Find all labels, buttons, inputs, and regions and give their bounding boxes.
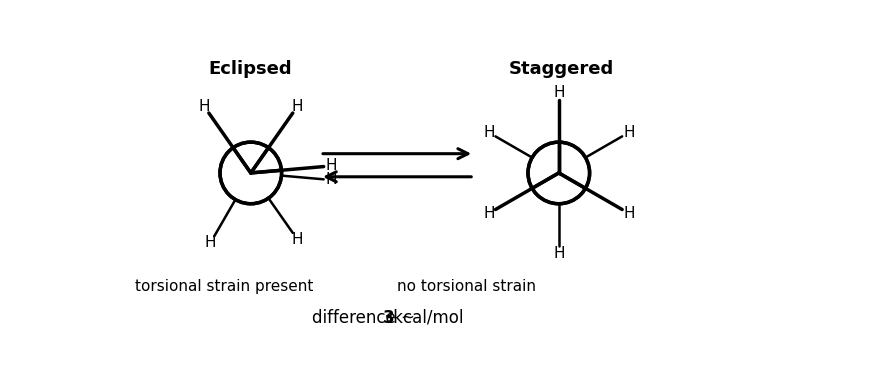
Text: H: H bbox=[205, 235, 216, 250]
Text: H: H bbox=[291, 232, 303, 247]
Text: H: H bbox=[291, 99, 303, 114]
Text: H: H bbox=[553, 85, 565, 100]
Text: H: H bbox=[623, 125, 634, 140]
Circle shape bbox=[222, 144, 280, 202]
Text: H: H bbox=[326, 158, 337, 173]
Circle shape bbox=[530, 144, 588, 202]
Text: Staggered: Staggered bbox=[509, 60, 614, 78]
Text: torsional strain present: torsional strain present bbox=[136, 279, 313, 294]
Text: kcal/mol: kcal/mol bbox=[388, 309, 464, 327]
Text: difference ~: difference ~ bbox=[312, 309, 421, 327]
Text: H: H bbox=[623, 206, 634, 221]
Text: H: H bbox=[553, 246, 565, 261]
Text: H: H bbox=[483, 125, 495, 140]
Text: 3: 3 bbox=[383, 309, 394, 327]
Text: H: H bbox=[326, 173, 337, 188]
Text: no torsional strain: no torsional strain bbox=[397, 279, 536, 294]
Text: H: H bbox=[199, 99, 210, 114]
Text: H: H bbox=[483, 206, 495, 221]
Text: Eclipsed: Eclipsed bbox=[209, 60, 292, 78]
